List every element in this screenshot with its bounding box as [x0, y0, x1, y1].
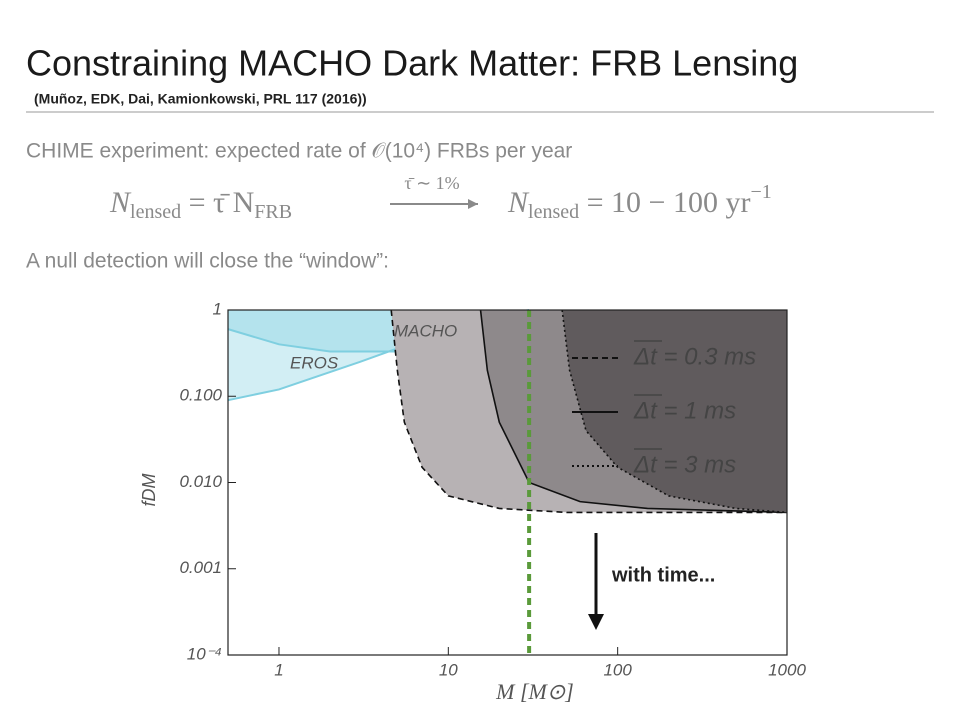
x-tick-label: 1: [274, 660, 283, 679]
slide-title: Constraining MACHO Dark Matter: FRB Lens…: [26, 43, 798, 84]
x-tick-label: 100: [603, 660, 632, 679]
y-tick-label: 10⁻⁴: [187, 644, 222, 663]
y-tick-label: 0.100: [179, 386, 222, 405]
x-tick-label: 1000: [768, 660, 806, 679]
region-label: EROS: [290, 353, 339, 372]
arrow-head: [468, 199, 478, 209]
equation: Nlensed = τ̄ NFRB: [109, 186, 292, 223]
annotation-arrow-head: [588, 614, 604, 630]
y-tick-label: 0.001: [179, 558, 222, 577]
equation: Nlensed = 10 − 100 yr−1: [507, 181, 772, 223]
arrow-label: τ̄ ∼ 1%: [404, 173, 459, 193]
y-tick-label: 1: [213, 299, 222, 318]
eq-part: = τ̄ N: [181, 186, 254, 219]
eq-part: −1: [750, 181, 771, 203]
eq-part: N: [109, 186, 132, 219]
body-text: A null detection will close the “window”…: [26, 250, 389, 273]
eq-part: FRB: [254, 201, 292, 223]
legend-label: Δt = 1 ms: [633, 397, 736, 424]
constraint-curve: [390, 309, 787, 514]
legend-label: Δt = 0.3 ms: [633, 343, 756, 370]
x-axis-label: M [M⊙]: [495, 679, 574, 704]
y-tick-label: 0.010: [179, 472, 222, 491]
eq-part: lensed: [528, 201, 579, 223]
citation: (Muñoz, EDK, Dai, Kamionkowski, PRL 117 …: [34, 91, 367, 107]
body-text: CHIME experiment: expected rate of 𝒪(10⁴…: [26, 140, 572, 163]
eq-part: N: [507, 186, 530, 219]
legend-label: Δt = 3 ms: [633, 451, 736, 478]
plot: 1 10 100 1000 1 0.100 0.010 0.001 10⁻⁴ EROS MACHO Δ…: [179, 299, 806, 679]
y-axis-label: fDM: [139, 474, 159, 507]
x-tick-label: 10: [439, 660, 458, 679]
eq-part: = 10 − 100 yr: [579, 186, 750, 219]
region-label: MACHO: [394, 321, 457, 340]
region-fill: [562, 310, 787, 513]
constraint-curve: [561, 309, 788, 514]
annotation: with time...: [611, 564, 715, 586]
eq-part: lensed: [130, 201, 181, 223]
